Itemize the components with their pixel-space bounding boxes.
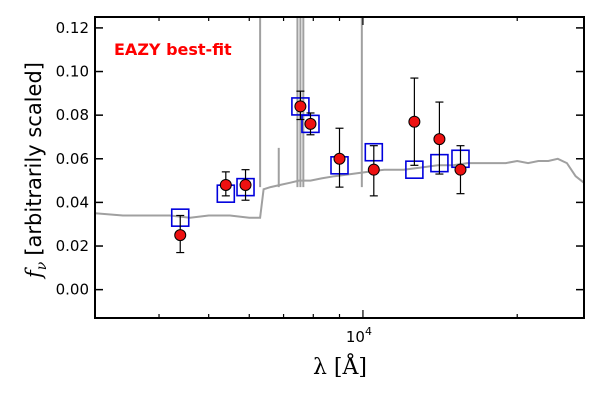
y-tick-label: 0.12 — [56, 19, 89, 37]
observed-point — [333, 152, 346, 165]
observed-point — [408, 115, 421, 128]
observed-point — [433, 133, 446, 146]
x-tick-label-base: 10 — [346, 328, 365, 346]
observed-point — [219, 178, 232, 191]
observed-point — [367, 163, 380, 176]
template-spectrum — [95, 157, 584, 219]
observed-point — [454, 163, 467, 176]
x-tick-label-exponent: 4 — [365, 325, 372, 338]
y-axis-title: fν [arbitrarily scaled] — [22, 62, 50, 280]
y-axis-title-subscript: ν — [34, 261, 50, 270]
y-tick-label: 0.08 — [56, 106, 89, 124]
observed-point — [304, 117, 317, 130]
x-tick-label: 104 — [346, 325, 372, 346]
template-layer — [95, 17, 584, 219]
y-axis-title-text: [arbitrarily scaled] — [22, 62, 46, 256]
x-axis: 104 — [94, 17, 518, 346]
observed-layer — [174, 77, 467, 254]
y-tick-label: 0.02 — [56, 237, 89, 255]
y-axis-title-symbol: f — [22, 267, 46, 280]
y-axis: 0.00 0.02 0.04 0.06 0.08 0.10 0.12 — [56, 19, 584, 299]
observed-point — [239, 178, 252, 191]
y-tick-label: 0.00 — [56, 281, 89, 299]
y-tick-label: 0.04 — [56, 193, 89, 211]
observed-point — [294, 100, 307, 113]
observed-point — [174, 229, 187, 242]
y-tick-label: 0.10 — [56, 63, 89, 81]
y-tick-label: 0.06 — [56, 150, 89, 168]
model-layer — [170, 97, 470, 227]
x-axis-title: λ [Å] — [313, 352, 367, 380]
annotation-text: EAZY best-fit — [114, 40, 232, 59]
